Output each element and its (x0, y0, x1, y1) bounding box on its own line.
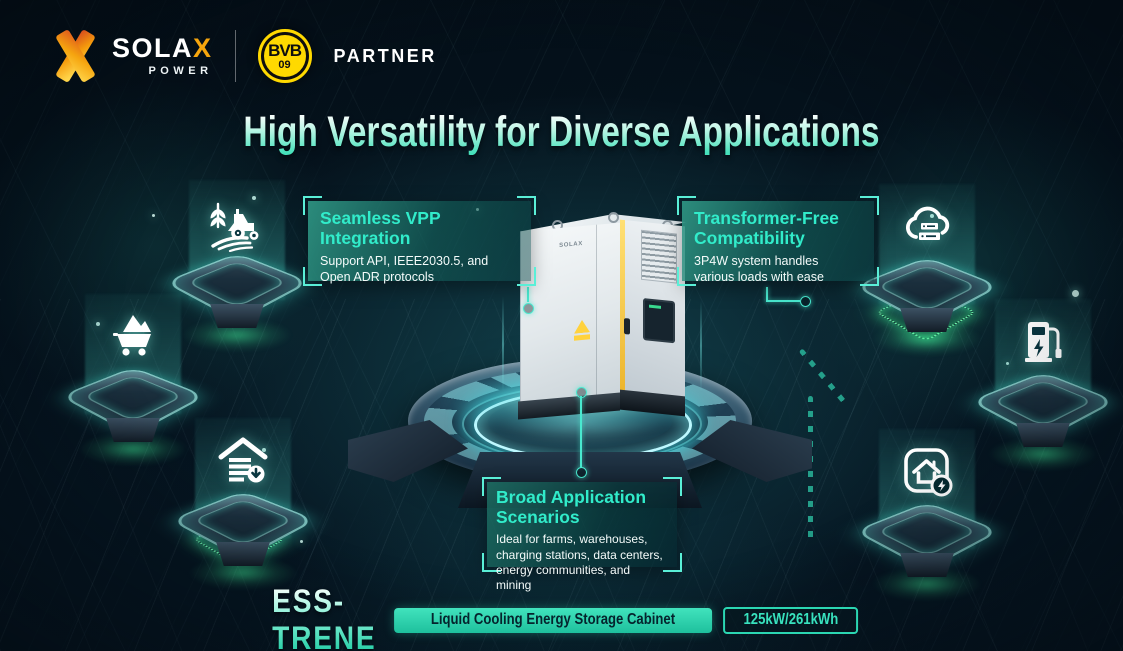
callout-title: Broad Application Scenarios (496, 487, 647, 527)
ev-charging-icon (1025, 322, 1062, 362)
cabinet-front-panel (620, 219, 685, 405)
product-spec-box: 125kW/261kWh (722, 606, 859, 634)
bvb-number: 09 (278, 58, 291, 71)
bvb-club-badge-icon: BVB 09 (257, 29, 312, 83)
callout-title: Seamless VPP Integration (320, 208, 441, 248)
product-bar: ESS-TRENE Liquid Cooling Energy Storage … (265, 583, 859, 651)
page-title: High Versatility for Diverse Application… (124, 108, 1000, 157)
door-handle (624, 318, 630, 335)
callout-body: Support API, IEEE2030.5, and Open ADR pr… (320, 254, 489, 285)
light-streak (700, 300, 702, 392)
particle-dot (1072, 290, 1079, 297)
application-node-data-center (853, 182, 1001, 372)
chip-inner (192, 499, 294, 546)
application-node-warehouse (169, 416, 317, 606)
chip-inner (876, 510, 978, 557)
chip-inner (186, 261, 288, 308)
product-spec: 125kW/261kWh (743, 611, 839, 628)
particle-dot (152, 214, 155, 217)
warning-triangle-sticker (574, 319, 590, 333)
lifting-eye (608, 212, 619, 223)
product-tagline: Liquid Cooling Energy Storage Cabinet (430, 611, 676, 628)
application-node-home-energy (853, 427, 1001, 617)
callout-transformer-free: Transformer-Free Compatibility 3P4W syst… (677, 196, 879, 286)
brand-name-main: SOLA (112, 33, 194, 63)
callout-broad-scenarios: Broad Application Scenarios Ideal for fa… (482, 477, 682, 592)
callout-title: Transformer-Free Compatibility (694, 208, 839, 248)
dotted-line-decoration (808, 396, 813, 544)
brand-subtitle: POWER (148, 65, 213, 77)
product-tagline-badge: Liquid Cooling Energy Storage Cabinet (394, 607, 712, 633)
callout-body: 3P4W system handles various loads with e… (694, 254, 824, 285)
brand-name-accent: X (193, 33, 213, 63)
application-node-mining (59, 292, 207, 482)
header: SOLAX POWER BVB 09 PARTNER (46, 24, 437, 88)
application-node-ev-charging (969, 297, 1117, 487)
connector-node (523, 303, 534, 314)
chip-inner (876, 265, 978, 312)
header-divider (234, 30, 236, 82)
connector-line (580, 396, 582, 468)
vent-grille (641, 229, 677, 284)
chip-inner (82, 375, 184, 422)
control-screen (643, 298, 675, 344)
energy-storage-cabinet: SOLAX (518, 210, 694, 422)
callout-vpp-integration: Seamless VPP Integration Support API, IE… (303, 196, 536, 286)
farm-icon (210, 202, 259, 252)
yellow-stripe (620, 219, 625, 399)
home-energy-icon (904, 448, 953, 497)
solax-x-logo-icon (46, 27, 104, 85)
connector-node (800, 296, 811, 307)
screen-indicator (649, 304, 661, 309)
partner-label: PARTNER (333, 45, 437, 66)
cloud-data-center-icon (905, 206, 950, 240)
mining-cart-icon (113, 315, 151, 356)
warning-label-sticker (574, 334, 590, 341)
product-name: ESS-TRENE (272, 583, 376, 651)
connector-line (766, 300, 800, 302)
cabinet-brand-mark: SOLAX (559, 240, 583, 249)
door-seam (595, 224, 597, 397)
chip-inner (992, 380, 1094, 427)
bvb-letters: BVB (268, 40, 302, 60)
brand-text: SOLAX POWER (112, 33, 213, 78)
light-streak (502, 296, 504, 392)
warehouse-icon (218, 437, 268, 483)
